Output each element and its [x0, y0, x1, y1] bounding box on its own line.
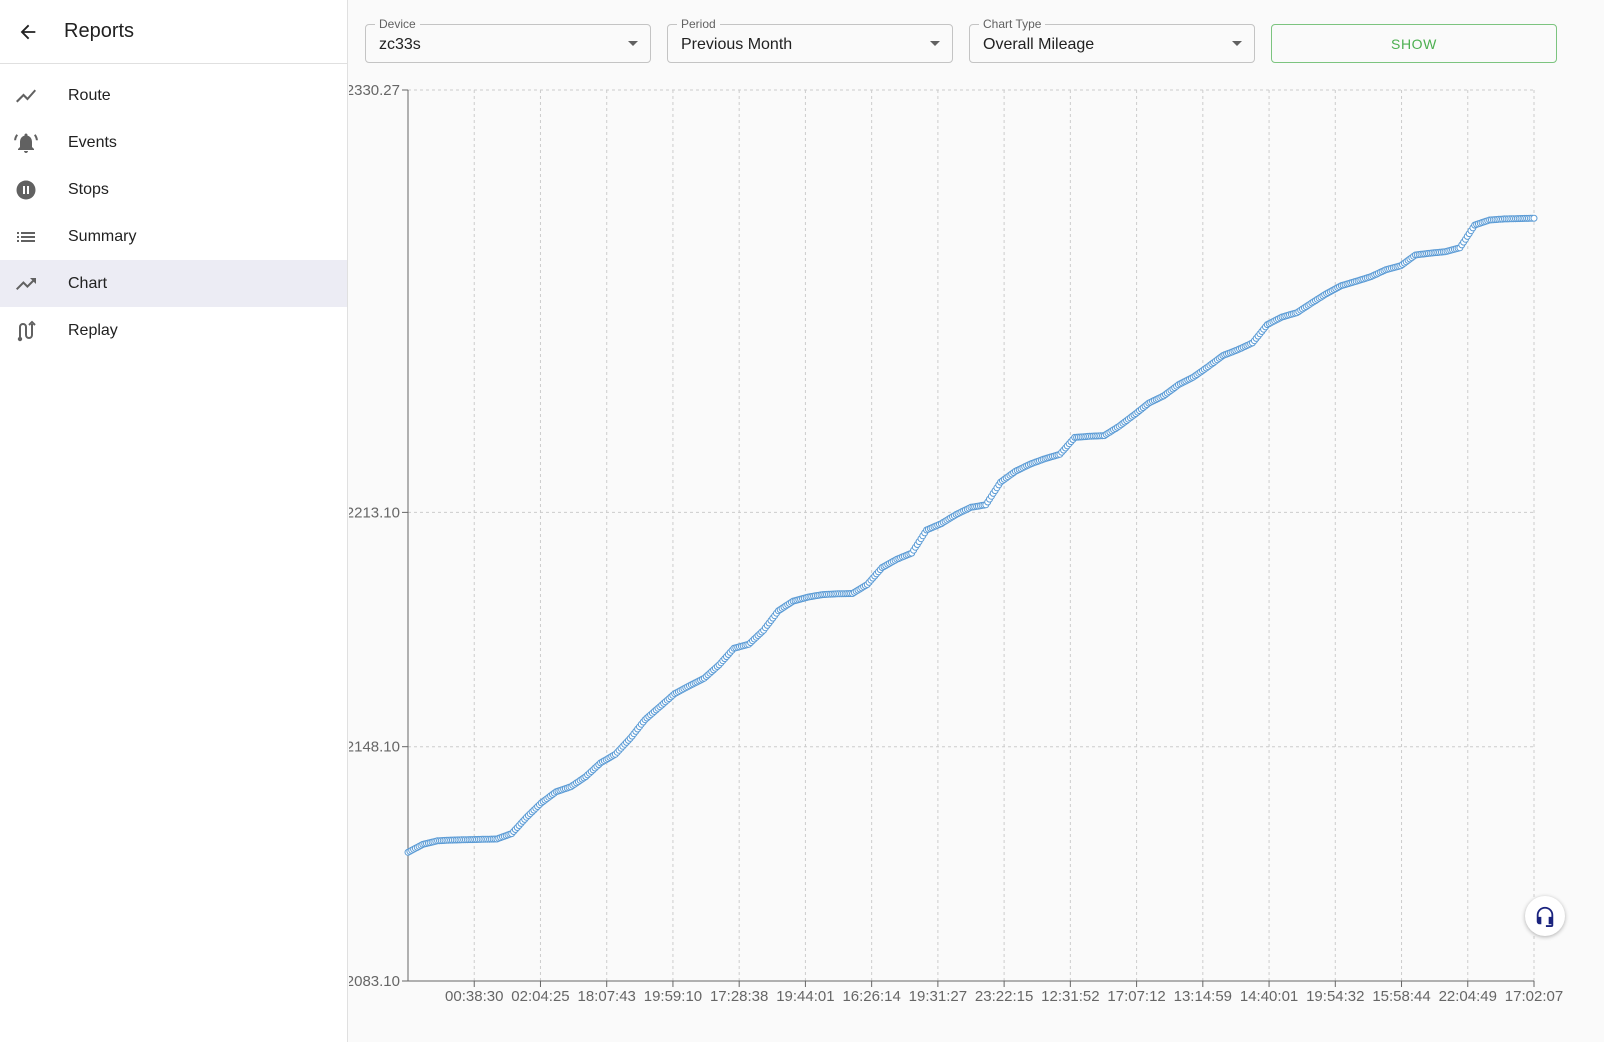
chevron-down-icon	[628, 41, 638, 46]
chart-type-label: Chart Type	[979, 18, 1046, 30]
x-tick-label: 12:31:52	[1041, 988, 1099, 1005]
x-tick-label: 15:58:44	[1372, 988, 1430, 1005]
replay-route-icon	[14, 319, 38, 343]
sidebar-item-summary[interactable]: Summary	[0, 213, 347, 260]
data-point	[1530, 214, 1538, 222]
list-icon	[14, 225, 38, 249]
y-axis-ticks: 2330.27 2213.10 2148.10 2083.10	[349, 82, 408, 990]
x-tick-label: 16:26:14	[842, 988, 900, 1005]
sidebar-item-label: Events	[68, 133, 117, 151]
sidebar: Reports Route Events Stops Summary	[0, 0, 348, 1042]
chevron-down-icon	[930, 41, 940, 46]
sidebar-item-events[interactable]: Events	[0, 119, 347, 166]
sidebar-item-stops[interactable]: Stops	[0, 166, 347, 213]
sidebar-item-replay[interactable]: Replay	[0, 307, 347, 354]
trending-up-icon	[14, 272, 38, 296]
x-tick-label: 19:54:32	[1306, 988, 1364, 1005]
x-tick-label: 17:07:12	[1107, 988, 1165, 1005]
x-tick-label: 13:14:59	[1174, 988, 1232, 1005]
chart-type-value: Overall Mileage	[983, 36, 1095, 53]
chart-series	[404, 214, 1538, 856]
sidebar-item-label: Summary	[68, 227, 137, 245]
device-label: Device	[375, 18, 420, 30]
sidebar-menu: Route Events Stops Summary Chart	[0, 64, 347, 354]
chart-axes	[407, 90, 1534, 982]
chart-grid	[408, 89, 1535, 982]
period-select[interactable]: Period Previous Month	[667, 18, 953, 63]
x-tick-label: 14:40:01	[1240, 988, 1298, 1005]
headset-icon	[1536, 906, 1554, 927]
y-tick-label: 2083.10	[349, 973, 400, 990]
x-tick-label: 00:38:30	[445, 988, 503, 1005]
x-axis-ticks: 00:38:30 02:04:25 18:07:43 19:59:10 17:28:38…	[445, 981, 1563, 1005]
sidebar-item-chart[interactable]: Chart	[0, 260, 347, 307]
device-select[interactable]: Device zc33s	[365, 18, 651, 63]
show-button[interactable]: SHOW	[1271, 24, 1557, 63]
y-tick-label: 2213.10	[349, 504, 400, 521]
chart-type-select[interactable]: Chart Type Overall Mileage	[969, 18, 1255, 63]
sidebar-item-label: Chart	[68, 274, 108, 292]
period-label: Period	[677, 18, 720, 30]
bell-icon	[14, 131, 38, 155]
y-tick-label: 2330.27	[349, 82, 400, 99]
sidebar-item-label: Replay	[68, 321, 118, 339]
arrow-back-icon	[20, 24, 36, 39]
page-title: Reports	[64, 20, 135, 42]
x-tick-label: 19:31:27	[909, 988, 967, 1005]
chevron-down-icon	[1232, 41, 1242, 46]
x-tick-label: 22:04:49	[1439, 988, 1497, 1005]
x-tick-label: 19:44:01	[776, 988, 834, 1005]
x-tick-label: 18:07:43	[578, 988, 636, 1005]
period-value: Previous Month	[681, 36, 793, 53]
x-tick-label: 17:02:07	[1505, 988, 1563, 1005]
x-tick-label: 17:28:38	[710, 988, 768, 1005]
series-line	[407, 217, 1535, 853]
sidebar-header: Reports	[0, 0, 347, 64]
y-tick-label: 2148.10	[349, 739, 400, 756]
mileage-chart: 2330.27 2213.10 2148.10 2083.10 00:38:30 02:…	[349, 82, 1563, 1005]
sidebar-item-label: Stops	[68, 180, 109, 198]
x-tick-label: 19:59:10	[644, 988, 702, 1005]
route-icon	[14, 84, 38, 108]
back-button[interactable]	[16, 20, 40, 44]
support-button[interactable]	[1525, 896, 1565, 936]
x-tick-label: 02:04:25	[511, 988, 569, 1005]
sidebar-item-label: Route	[68, 86, 111, 104]
x-tick-label: 23:22:15	[975, 988, 1033, 1005]
device-value: zc33s	[379, 36, 421, 53]
pause-circle-icon	[14, 178, 38, 202]
sidebar-item-route[interactable]: Route	[0, 72, 347, 119]
